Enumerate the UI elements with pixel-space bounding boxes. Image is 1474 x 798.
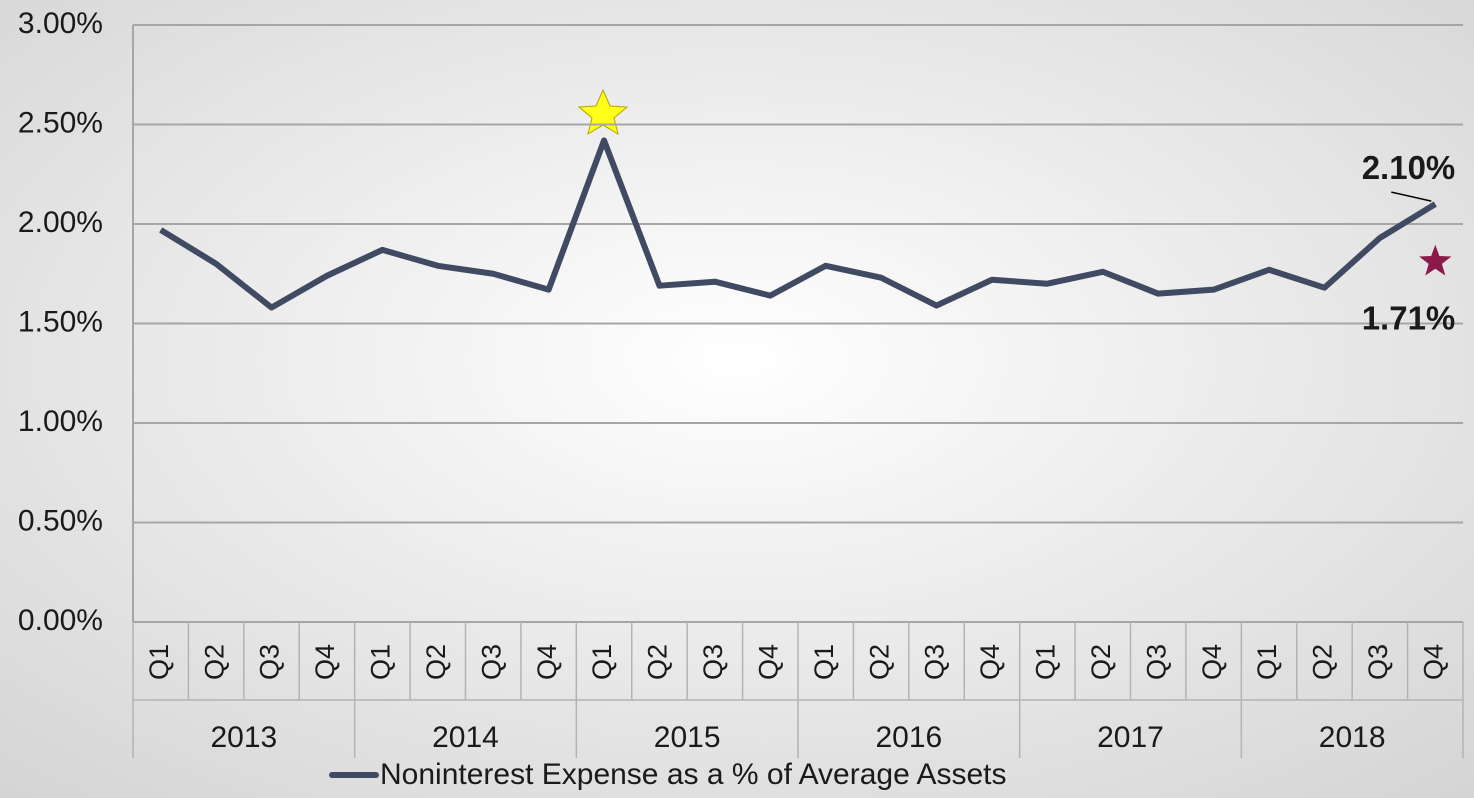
x-tick-label: Q2 — [643, 644, 673, 680]
x-tick-label: Q2 — [1308, 644, 1338, 680]
group-label: 2013 — [210, 721, 277, 754]
y-tick-label: 1.50% — [18, 305, 103, 338]
benchmark-star — [1419, 244, 1452, 276]
x-tick-label: Q1 — [1031, 644, 1061, 680]
x-tick-label: Q3 — [698, 644, 728, 680]
group-label: 2014 — [432, 721, 499, 754]
x-tick-label: Q4 — [753, 644, 783, 680]
x-tick-label: Q3 — [920, 644, 950, 680]
x-tick-label: Q1 — [587, 644, 617, 680]
x-tick-label: Q2 — [1086, 644, 1116, 680]
legend-label: Noninterest Expense as a % of Average As… — [380, 758, 1006, 791]
group-label: 2018 — [1319, 721, 1386, 754]
x-tick-label: Q3 — [1363, 644, 1393, 680]
y-tick-label: 2.50% — [18, 106, 103, 139]
x-tick-label: Q4 — [1197, 644, 1227, 680]
x-tick-label: Q1 — [144, 644, 174, 680]
y-tick-label: 0.50% — [18, 504, 103, 537]
x-tick-label: Q2 — [421, 644, 451, 680]
group-label: 2017 — [1097, 721, 1164, 754]
x-tick-label: Q4 — [975, 644, 1005, 680]
x-tick-label: Q4 — [532, 644, 562, 680]
x-tick-label: Q1 — [366, 644, 396, 680]
x-tick-label: Q2 — [199, 644, 229, 680]
y-tick-label: 3.00% — [18, 7, 103, 40]
x-tick-label: Q4 — [1418, 644, 1448, 680]
y-tick-label: 2.00% — [18, 206, 103, 239]
data-label: 2.10% — [1362, 149, 1456, 186]
series-line — [159, 137, 1437, 311]
group-label: 2015 — [654, 721, 721, 754]
data-label-leader — [1391, 191, 1432, 202]
x-tick-label: Q1 — [809, 644, 839, 680]
benchmark-label: 1.71% — [1362, 299, 1456, 336]
x-tick-label: Q3 — [255, 644, 285, 680]
y-tick-label: 1.00% — [18, 405, 103, 438]
group-label: 2016 — [875, 721, 942, 754]
y-tick-label: 0.00% — [18, 604, 103, 637]
x-tick-label: Q3 — [476, 644, 506, 680]
x-tick-label: Q2 — [864, 644, 894, 680]
x-tick-label: Q1 — [1252, 644, 1282, 680]
x-tick-label: Q4 — [310, 644, 340, 680]
x-tick-label: Q3 — [1141, 644, 1171, 680]
